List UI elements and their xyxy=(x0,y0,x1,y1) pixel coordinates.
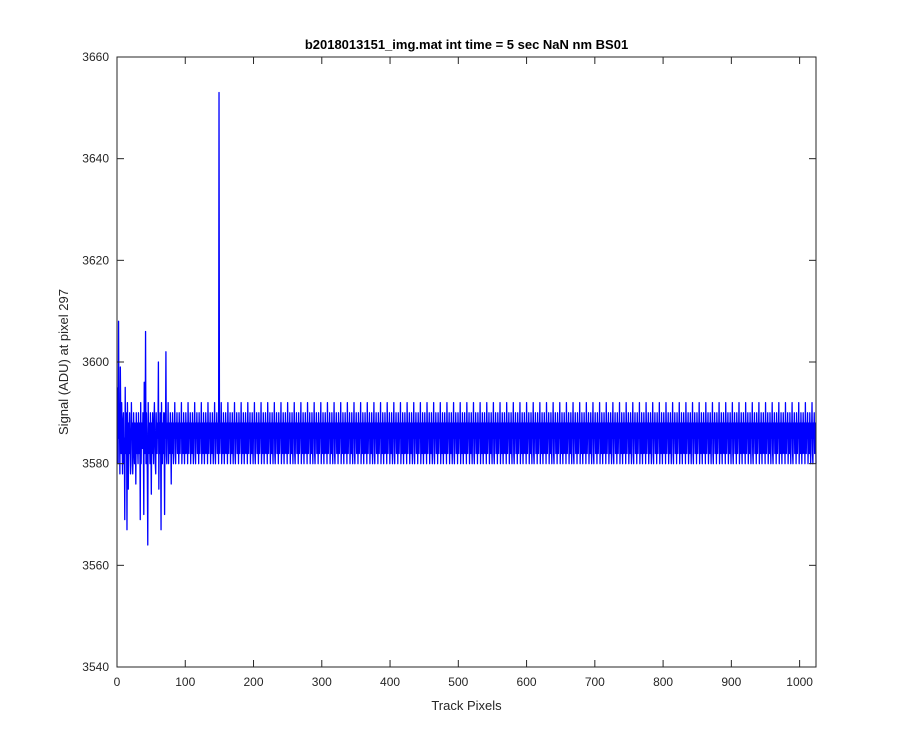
x-tick-label: 100 xyxy=(175,675,195,689)
x-axis-ticks: 0 100 200 300 400 500 600 700 800 900 1000 xyxy=(114,57,813,689)
y-axis-ticks: 3540 3560 3580 3600 3620 3640 3660 xyxy=(82,50,816,674)
axes-background xyxy=(117,57,816,667)
y-tick-label: 3540 xyxy=(82,660,109,674)
y-axis-label: Signal (ADU) at pixel 297 xyxy=(56,289,71,435)
x-tick-label: 400 xyxy=(380,675,400,689)
x-tick-label: 700 xyxy=(585,675,605,689)
x-tick-label: 900 xyxy=(721,675,741,689)
x-tick-label: 0 xyxy=(114,675,121,689)
x-tick-label: 300 xyxy=(312,675,332,689)
y-tick-label: 3600 xyxy=(82,355,109,369)
x-tick-label: 600 xyxy=(517,675,537,689)
x-tick-label: 800 xyxy=(653,675,673,689)
x-tick-label: 500 xyxy=(448,675,468,689)
x-tick-label: 200 xyxy=(244,675,264,689)
series-layer xyxy=(117,91,817,546)
series-line-0 xyxy=(117,91,817,546)
y-tick-label: 3560 xyxy=(82,558,109,572)
y-tick-label: 3640 xyxy=(82,152,109,166)
y-tick-label: 3660 xyxy=(82,50,109,64)
chart-title: b2018013151_img.mat int time = 5 sec NaN… xyxy=(305,37,628,52)
y-tick-label: 3580 xyxy=(82,457,109,471)
x-axis-label: Track Pixels xyxy=(431,698,502,713)
y-tick-label: 3620 xyxy=(82,253,109,267)
x-tick-label: 1000 xyxy=(786,675,813,689)
